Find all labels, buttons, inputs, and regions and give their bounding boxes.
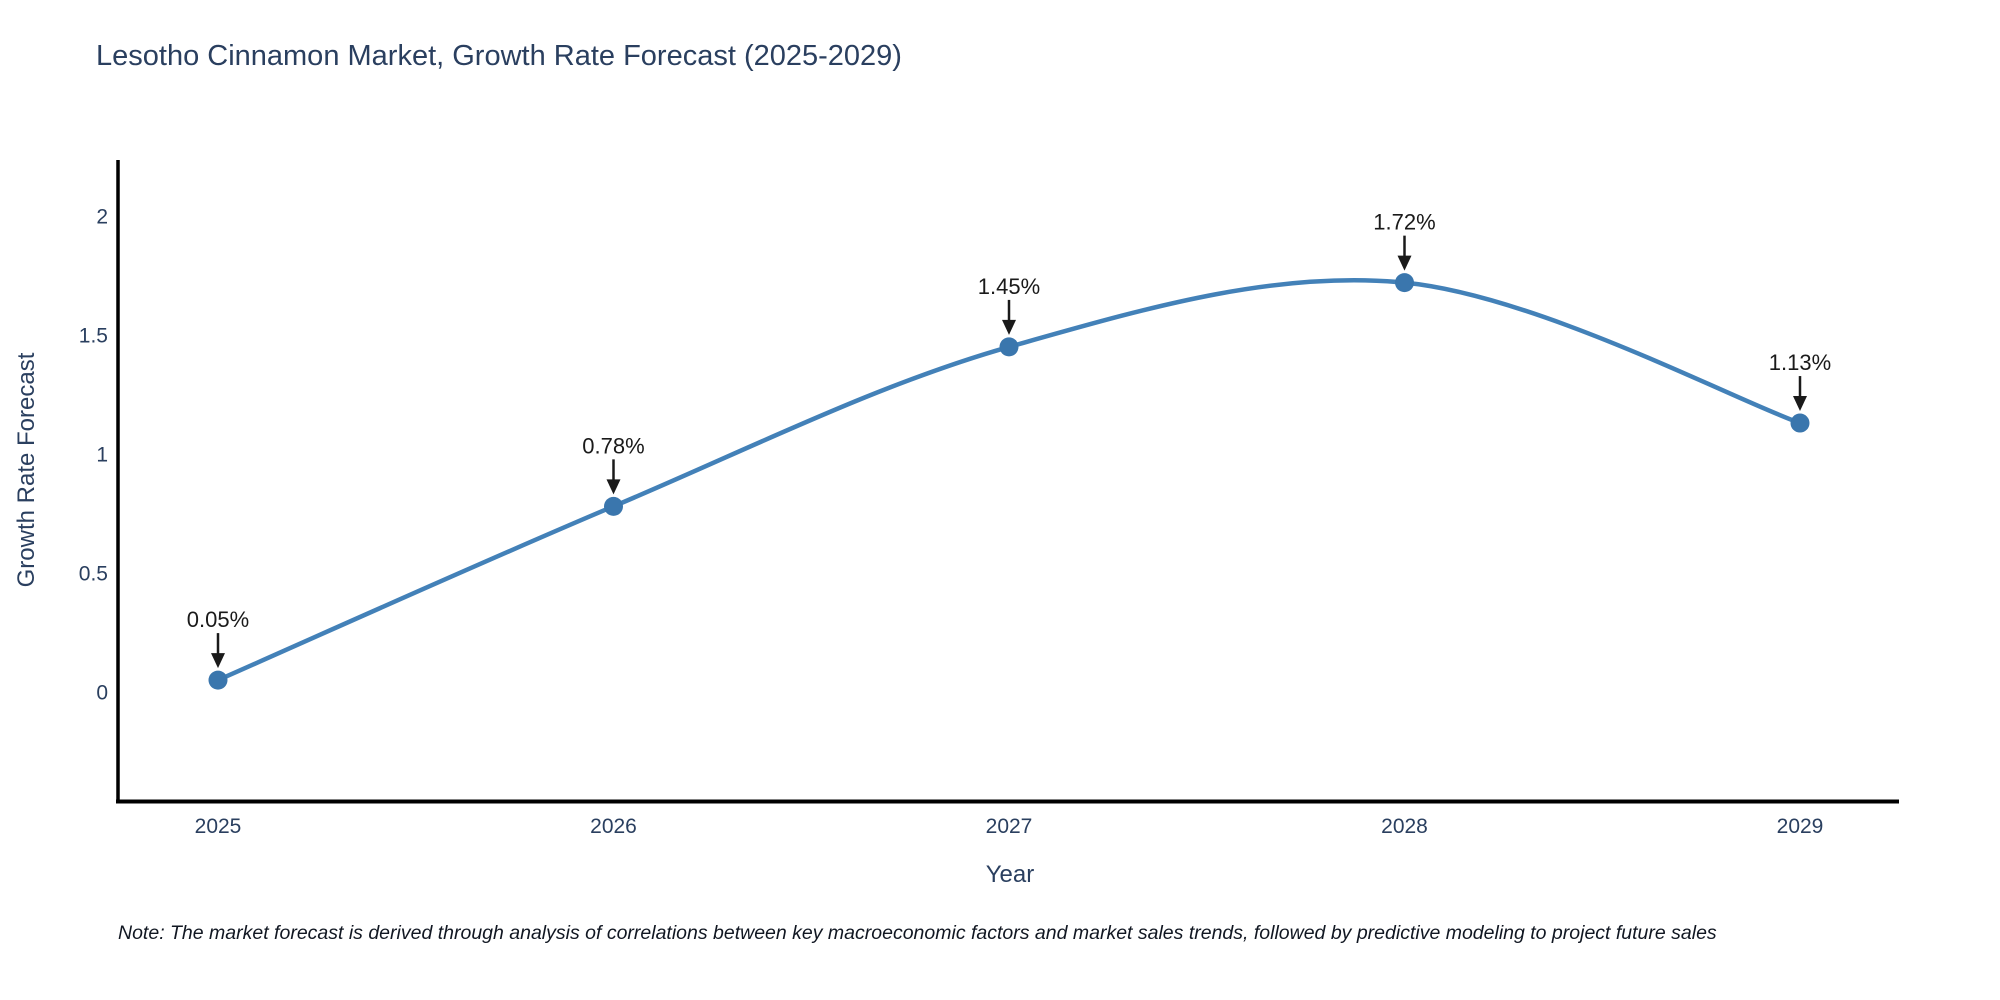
- data-point-marker: [1395, 273, 1414, 293]
- data-point-marker: [604, 496, 623, 516]
- x-tick-label: 2029: [1777, 815, 1824, 838]
- y-tick-label: 0.5: [79, 563, 108, 586]
- data-point-marker: [1790, 413, 1810, 433]
- x-tick-label: 2026: [590, 815, 637, 838]
- data-point-label: 0.78%: [582, 433, 644, 458]
- data-point-label: 1.45%: [978, 274, 1040, 299]
- annotation-arrowhead: [211, 653, 225, 669]
- x-axis-title: Year: [985, 861, 1035, 888]
- x-tick-label: 2027: [986, 815, 1033, 838]
- y-tick-label: 0: [96, 682, 108, 705]
- x-tick-label: 2025: [195, 815, 242, 838]
- y-tick-label: 1.5: [79, 325, 108, 348]
- y-tick-label: 2: [96, 206, 108, 229]
- data-point-marker: [999, 337, 1019, 357]
- annotation-arrowhead: [1002, 319, 1016, 335]
- footnote: Note: The market forecast is derived thr…: [118, 922, 1717, 944]
- annotation-arrowhead: [1793, 396, 1807, 412]
- chart-title: Lesotho Cinnamon Market, Growth Rate For…: [96, 40, 902, 72]
- data-point-label: 1.13%: [1769, 350, 1831, 375]
- x-tick-label: 2028: [1381, 815, 1428, 838]
- data-point-marker: [208, 670, 228, 690]
- annotation-arrowhead: [1397, 255, 1412, 271]
- y-axis-title: Growth Rate Forecast: [13, 352, 40, 588]
- annotation-arrowhead: [606, 479, 621, 495]
- y-tick-label: 1: [96, 444, 108, 467]
- data-point-label: 0.05%: [187, 607, 249, 632]
- data-point-label: 1.72%: [1373, 210, 1435, 235]
